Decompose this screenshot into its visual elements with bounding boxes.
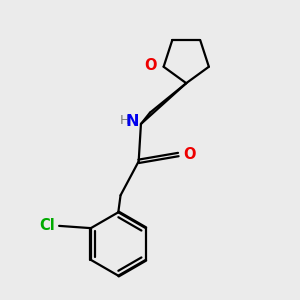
Text: Cl: Cl <box>39 218 55 233</box>
Text: N: N <box>125 114 139 129</box>
Text: O: O <box>144 58 157 73</box>
Text: O: O <box>183 147 195 162</box>
Text: H: H <box>120 114 130 127</box>
